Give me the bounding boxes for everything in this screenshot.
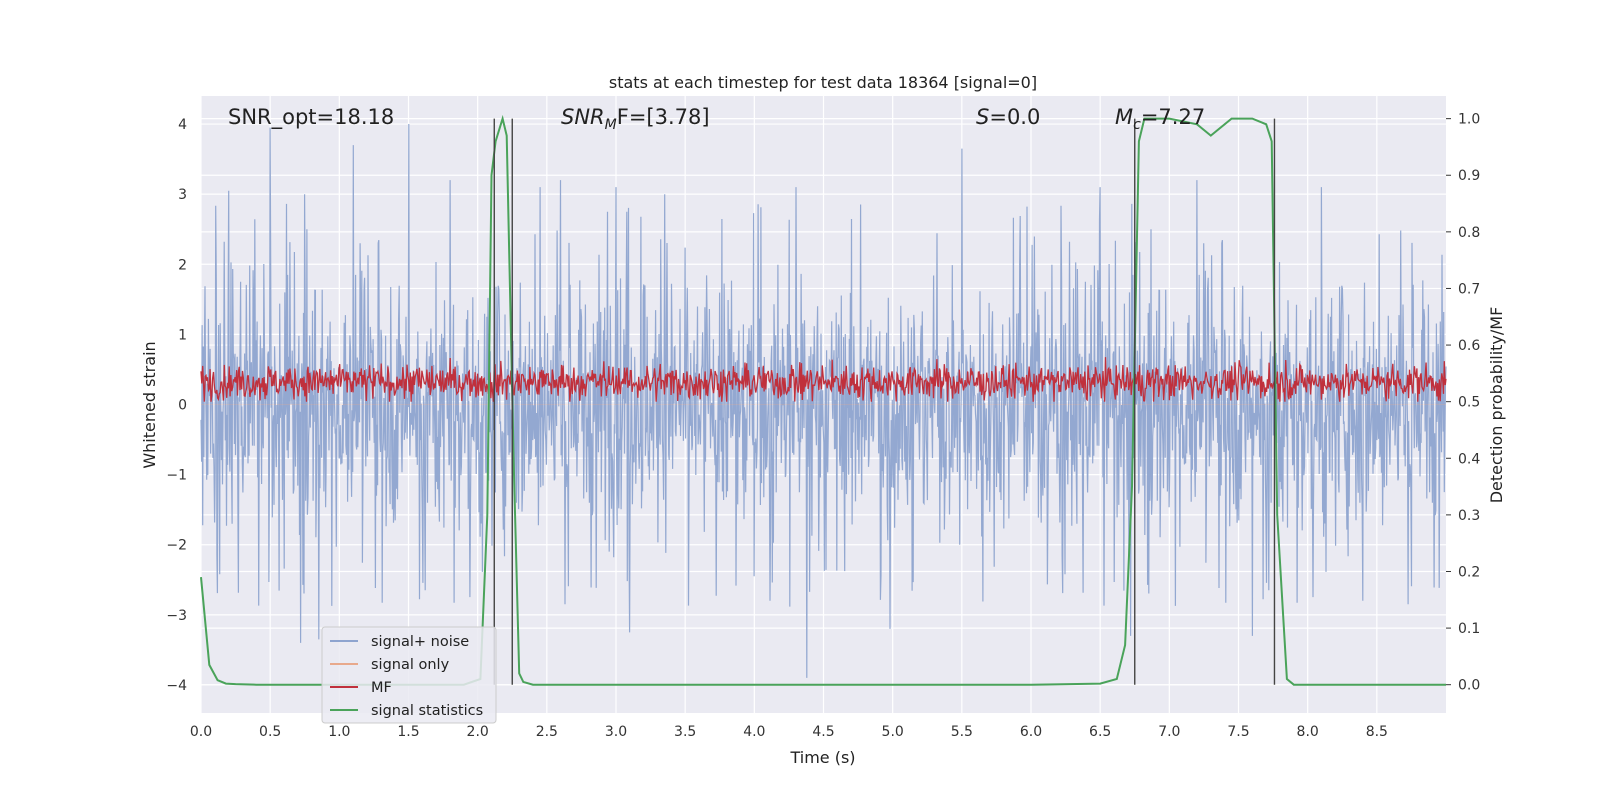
annotation-s-value: =0.0 xyxy=(989,105,1040,129)
y-left-tick-labels: 4 3 2 1 0 −1 −2 −3 −4 xyxy=(166,117,187,694)
annotation-mc: Mc=7.27 xyxy=(1115,105,1205,133)
mf-line xyxy=(200,357,1447,402)
annotation-snr-mf-sub: M xyxy=(605,117,617,133)
legend-box xyxy=(321,626,497,724)
y-left-tick-label: 2 xyxy=(178,257,187,273)
signal-plus-noise-series xyxy=(200,123,1447,678)
y-left-tick-label: −1 xyxy=(166,468,187,484)
legend-label-mf: MF xyxy=(371,680,392,696)
annotation-snr-mf-rest: F=[3.78] xyxy=(617,105,710,129)
y-left-tick-label: −4 xyxy=(166,678,187,694)
annotation-mc-sub: c xyxy=(1133,117,1141,133)
annotation-snr-opt: SNR_opt=18.18 xyxy=(228,105,394,130)
x-tick-label: 4.0 xyxy=(743,724,765,740)
x-tick-label: 6.0 xyxy=(1020,724,1042,740)
y-right-tick-label: 1.0 xyxy=(1458,112,1480,128)
y-right-tick-label: 0.2 xyxy=(1458,564,1480,580)
mf-series xyxy=(200,357,1447,402)
y-left-tick-label: 3 xyxy=(178,187,187,203)
x-tick-label: 1.5 xyxy=(397,724,419,740)
x-tick-label: 5.0 xyxy=(882,724,904,740)
x-tick-label: 2.0 xyxy=(467,724,489,740)
x-tick-label: 8.5 xyxy=(1366,724,1388,740)
x-tick-label: 2.5 xyxy=(536,724,558,740)
y-right-tick-label: 0.8 xyxy=(1458,225,1480,241)
y-right-tick-label: 0.5 xyxy=(1458,395,1480,411)
vertical-markers xyxy=(493,118,1276,685)
y-right-tick-label: 0.6 xyxy=(1458,338,1480,354)
y-left-axis-label: Whitened strain xyxy=(140,341,159,468)
x-tick-label: 7.0 xyxy=(1158,724,1180,740)
y-right-tick-label: 0.7 xyxy=(1458,281,1480,297)
x-tick-label: 4.5 xyxy=(812,724,834,740)
y-left-tick-label: 1 xyxy=(178,327,187,343)
x-tick-label: 7.5 xyxy=(1227,724,1249,740)
x-tick-label: 3.5 xyxy=(674,724,696,740)
x-tick-label: 6.5 xyxy=(1089,724,1111,740)
annotation-s: S=0.0 xyxy=(976,105,1040,129)
annotation-s-symbol: S xyxy=(976,105,989,129)
annotation-mc-symbol: M xyxy=(1115,105,1133,129)
y-right-tick-label: 0.4 xyxy=(1458,451,1480,467)
legend-label-signal-noise: signal+ noise xyxy=(371,634,469,650)
y-right-tick-label: 0.1 xyxy=(1458,621,1480,637)
legend-label-signal-statistics: signal statistics xyxy=(371,703,483,719)
y-right-tick-label: 0.3 xyxy=(1458,508,1480,524)
y-left-tick-label: −2 xyxy=(166,538,187,554)
y-left-tick-label: −3 xyxy=(166,608,187,624)
x-tick-label: 3.0 xyxy=(605,724,627,740)
y-right-axis-label: Detection probability/MF xyxy=(1487,307,1506,504)
x-tick-label: 5.5 xyxy=(951,724,973,740)
annotation-snr-mf-base: SNR xyxy=(561,105,605,129)
annotation-mc-value: =7.27 xyxy=(1141,105,1205,129)
x-tick-label: 1.0 xyxy=(328,724,350,740)
chart-title: stats at each timestep for test data 183… xyxy=(609,73,1037,92)
legend: signal+ noise signal only MF signal stat… xyxy=(321,626,497,724)
x-tick-label: 0.0 xyxy=(190,724,212,740)
x-tick-label: 8.0 xyxy=(1297,724,1319,740)
legend-label-signal-only: signal only xyxy=(371,657,450,673)
x-tick-labels: 0.0 0.5 1.0 1.5 2.0 2.5 3.0 3.5 4.0 4.5 5.0 5.5 6.0 6… xyxy=(190,724,1388,740)
x-tick-label: 0.5 xyxy=(259,724,281,740)
x-axis-label: Time (s) xyxy=(789,748,855,767)
y-left-tick-label: 0 xyxy=(178,398,187,414)
y-right-tick-label: 0.9 xyxy=(1458,168,1480,184)
y-right-tick-labels: 1.0 0.9 0.8 0.7 0.6 0.5 0.4 0.3 0.2 0.1 0.0 xyxy=(1446,112,1480,694)
y-left-tick-label: 4 xyxy=(178,117,187,133)
signal-plus-noise-line xyxy=(200,123,1447,678)
y-right-tick-label: 0.0 xyxy=(1458,678,1480,694)
annotation-snr-mf: SNRMF=[3.78] xyxy=(561,105,710,133)
